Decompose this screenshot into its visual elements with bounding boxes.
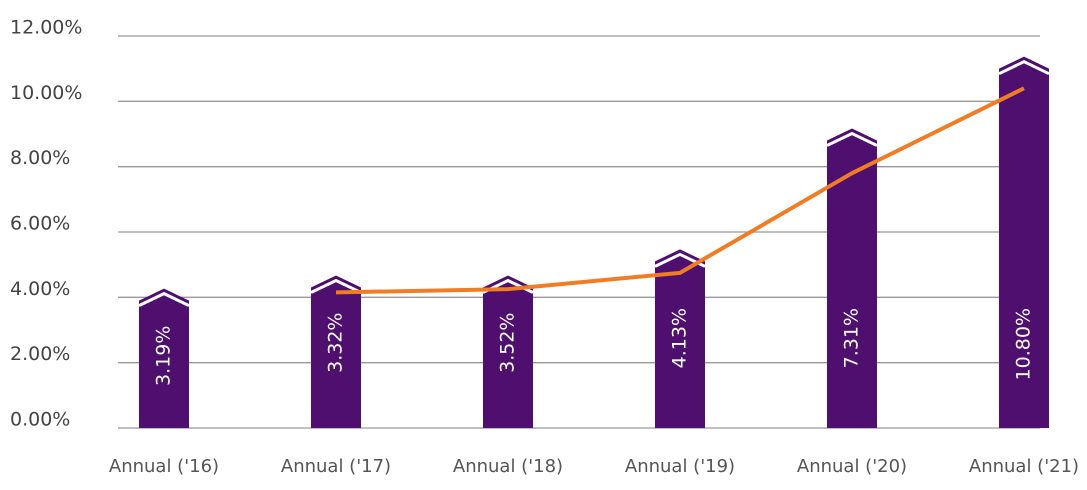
bar (483, 275, 533, 428)
x-tick-label: Annual ('16) (109, 456, 219, 477)
y-tick-label: 12.00% (10, 17, 82, 39)
bar (827, 128, 877, 429)
x-tick-label: Annual ('17) (281, 456, 391, 477)
x-tick-label: Annual ('21) (969, 456, 1079, 477)
bar-label: 3.32% (325, 313, 347, 373)
y-tick-label: 6.00% (10, 213, 70, 235)
bar-cap (138, 291, 190, 307)
bar-label: 3.19% (153, 326, 175, 386)
bar (311, 275, 361, 428)
bar-label: 10.80% (1013, 308, 1035, 380)
y-tick-label: 8.00% (10, 147, 70, 169)
bar-label: 7.31% (841, 308, 863, 368)
bar-cap (310, 278, 362, 294)
bar-label: 3.52% (497, 313, 519, 373)
bar (999, 56, 1049, 429)
y-tick-label: 2.00% (10, 343, 70, 365)
bar-cap (826, 131, 878, 147)
bar-cap (998, 60, 1050, 76)
bar (139, 288, 189, 428)
y-tick-label: 10.00% (10, 82, 82, 104)
y-tick-label: 0.00% (10, 409, 70, 431)
x-tick-label: Annual ('20) (797, 456, 907, 477)
bar (655, 249, 705, 428)
x-tick-label: Annual ('18) (453, 456, 563, 477)
bar-label: 4.13% (669, 308, 691, 368)
x-tick-label: Annual ('19) (625, 456, 735, 477)
line (335, 86, 1025, 295)
y-tick-label: 4.00% (10, 278, 70, 300)
